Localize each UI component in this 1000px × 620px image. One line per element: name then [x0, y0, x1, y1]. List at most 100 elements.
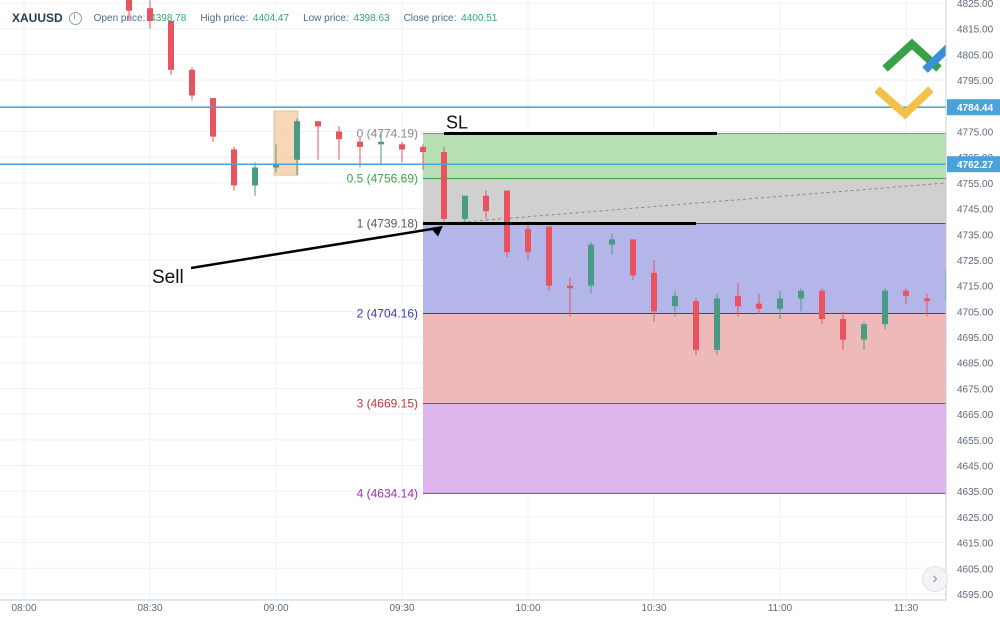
candle-body [525, 229, 531, 253]
candle [546, 226, 552, 291]
candle-body [189, 69, 195, 96]
time-tick-label: 10:00 [515, 603, 540, 614]
candle [777, 290, 783, 320]
time-tick-label: 10:30 [641, 603, 666, 614]
time-tick-label: 08:00 [11, 603, 36, 614]
candle [672, 290, 678, 317]
candle [819, 288, 825, 325]
candle-body [651, 272, 657, 312]
chevron-right-icon: › [932, 570, 938, 587]
close-price-label: Close price: [403, 12, 457, 24]
candle-body [567, 285, 573, 289]
candle [861, 321, 867, 350]
sl-annotation: SL [446, 113, 468, 133]
scroll-to-realtime-button[interactable]: › [922, 566, 948, 592]
candle-body [483, 195, 489, 212]
fib-level-label: 3 (4669.15) [357, 396, 418, 410]
open-price-label: Open price: [93, 12, 146, 24]
fibonacci-extension: 0 (4774.19) 0.5 (4756.69) 1 (4739.18) 2 (47… [347, 127, 1000, 500]
logo-green [882, 38, 942, 72]
candle [483, 190, 489, 219]
candle-body [861, 324, 867, 340]
sell-arrow [190, 226, 442, 270]
candle [378, 131, 384, 165]
fib-band [423, 313, 1000, 404]
logo-yellow [874, 86, 934, 120]
price-tick-label: 4805.00 [957, 50, 994, 61]
candle-body [735, 295, 741, 307]
time-tick-label: 11:30 [894, 603, 919, 614]
candle-body [273, 164, 279, 168]
candle [651, 259, 657, 322]
price-tick-label: 4735.00 [957, 230, 994, 241]
price-tick-label: 4635.00 [957, 487, 994, 498]
candle [735, 283, 741, 317]
fib-level-label: 4 (4634.14) [357, 486, 418, 500]
candle-body [672, 295, 678, 307]
candle-body [378, 141, 384, 145]
time-tick-label: 08:30 [137, 603, 162, 614]
high-price-label: High price: [200, 12, 249, 24]
price-tick-label: 4685.00 [957, 359, 994, 370]
time-tick-label: 09:00 [263, 603, 288, 614]
price-line-tag-label: 4784.44 [957, 103, 994, 114]
price-tick-label: 4675.00 [957, 384, 994, 395]
ohlc-header: XAUUSD Open price: 4398.78 High price: 4… [0, 8, 511, 28]
low-price-label: Low price: [303, 12, 349, 24]
candle-body [609, 239, 615, 245]
candle [903, 288, 909, 304]
candle [189, 67, 195, 101]
candle-body [252, 167, 258, 186]
candle [882, 288, 888, 330]
candle-body [714, 298, 720, 350]
candle-body [903, 290, 909, 296]
candle [588, 241, 594, 294]
candle-body [462, 195, 468, 219]
candle [441, 146, 447, 224]
candle [714, 293, 720, 356]
open-price-value: 4398.78 [150, 12, 187, 24]
price-tick-label: 4715.00 [957, 282, 994, 293]
sell-arrow-head [432, 225, 443, 237]
candle [756, 293, 762, 314]
close-price: Close price: 4400.51 [404, 13, 498, 24]
open-price: Open price: 4398.78 [94, 13, 187, 24]
sell-annotation: Sell [152, 267, 184, 288]
candle [420, 144, 426, 171]
candle-body [840, 319, 846, 340]
candle-body [546, 226, 552, 286]
candle-body [357, 141, 363, 147]
candle-body [924, 298, 930, 302]
candle-body [882, 290, 888, 325]
trend-line [443, 178, 1000, 225]
price-tick-label: 4645.00 [957, 462, 994, 473]
candle [840, 311, 846, 350]
candle [294, 118, 300, 176]
candle [273, 144, 279, 173]
candle [252, 162, 258, 196]
price-tick-label: 4625.00 [957, 513, 994, 524]
price-line-tag-label: 4762.27 [957, 160, 994, 171]
fib-level-label: 0.5 (4756.69) [347, 172, 418, 186]
candle-body [630, 239, 636, 276]
price-line-tag [947, 99, 1000, 116]
price-tick-label: 4745.00 [957, 205, 994, 216]
price-tick-label: 4795.00 [957, 76, 994, 87]
price-tick-label: 4695.00 [957, 333, 994, 344]
high-price-value: 4404.47 [252, 12, 290, 24]
candle [147, 0, 153, 29]
price-line-tag [947, 156, 1000, 173]
candle-body [126, 0, 132, 11]
candle-body [819, 290, 825, 320]
candle [357, 136, 363, 168]
candle [567, 277, 573, 317]
time-axis-bg [0, 600, 946, 620]
candle [168, 20, 174, 75]
fib-band [423, 133, 1000, 179]
symbol-label[interactable]: XAUUSD [12, 11, 63, 25]
candle [609, 234, 615, 255]
time-tick-label: 11:00 [768, 603, 793, 614]
price-tick-label: 4725.00 [957, 256, 994, 267]
